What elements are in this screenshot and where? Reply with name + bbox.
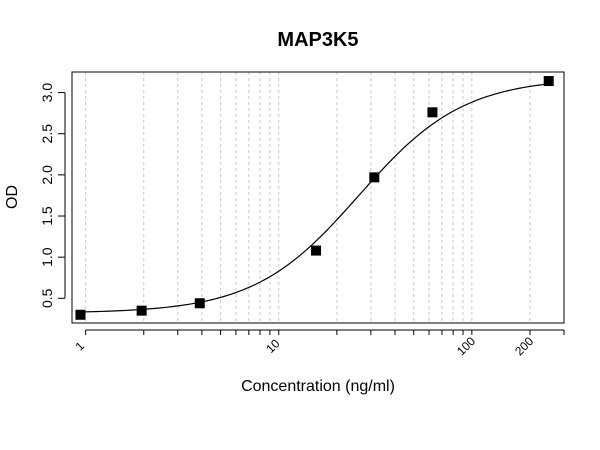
y-axis-label: OD	[4, 185, 21, 209]
x-tick-label: 200	[512, 334, 536, 358]
fit-curve	[80, 83, 549, 313]
data-point	[311, 245, 322, 256]
grid-lines	[85, 72, 565, 323]
x-axis: 1 10 100 200	[72, 329, 565, 358]
y-axis: 0.5 1.0 1.5 2.0 2.5 3.0	[39, 83, 66, 308]
data-point	[369, 172, 380, 183]
x-tick-label: 100	[454, 334, 478, 358]
data-point	[543, 76, 554, 87]
plot-area	[71, 71, 565, 324]
y-tick-label: 3.0	[39, 83, 55, 103]
chart-title: MAP3K5	[277, 29, 358, 51]
y-tick-label: 2.0	[39, 165, 55, 185]
y-tick-label: 1.0	[39, 247, 55, 267]
x-tick-label: 10	[263, 336, 283, 356]
data-point	[194, 298, 205, 309]
data-point	[136, 305, 147, 316]
x-tick-label: 1	[72, 339, 87, 354]
y-tick-label: 2.5	[39, 124, 55, 144]
y-tick-label: 1.5	[39, 206, 55, 226]
data-point	[75, 309, 86, 320]
data-points	[75, 76, 554, 320]
y-tick-label: 0.5	[39, 288, 55, 308]
data-point	[427, 107, 438, 118]
x-axis-label: Concentration (ng/ml)	[241, 378, 395, 395]
